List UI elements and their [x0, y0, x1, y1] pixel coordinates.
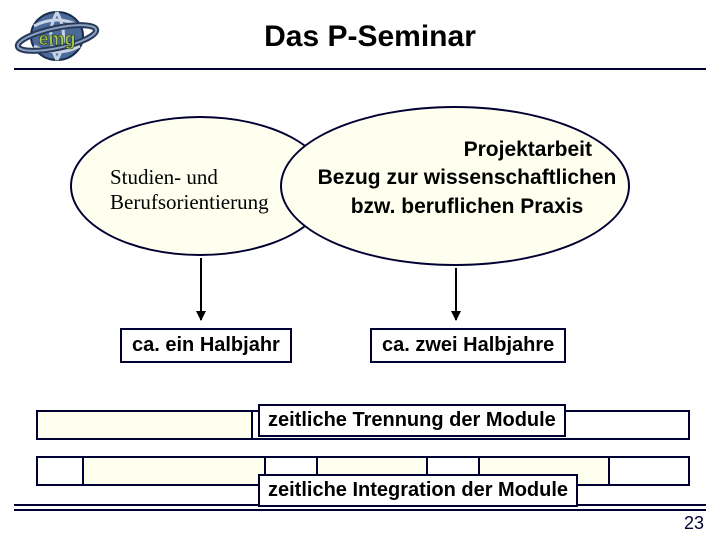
bar-row-1: zeitliche Trennung der Module [36, 410, 690, 440]
page-number: 23 [684, 513, 704, 534]
diagram-area: Studien- und Berufsorientierung Projekta… [0, 70, 720, 410]
ellipse-left-line1: Studien- und [110, 165, 218, 189]
duration-left: ca. ein Halbjahr [120, 328, 292, 363]
bar-row-2: zeitliche Integration der Module [36, 456, 690, 486]
svg-text:emg: emg [38, 29, 75, 49]
ellipse-left-label: Studien- und Berufsorientierung [110, 165, 310, 215]
bar-2-label: zeitliche Integration der Module [258, 474, 578, 507]
ellipse-right-label: Projektarbeit Bezug zur wissenschaftlich… [302, 136, 632, 221]
bar-segment [84, 458, 266, 484]
page-title: Das P-Seminar [120, 20, 620, 54]
arrow-right [455, 268, 457, 320]
bars-area: zeitliche Trennung der Module zeitliche … [36, 410, 690, 486]
footer-divider-2 [14, 509, 706, 511]
arrow-left [200, 258, 202, 320]
duration-right: ca. zwei Halbjahre [370, 328, 566, 363]
ellipse-right-line1: Projektarbeit [302, 136, 632, 164]
ellipse-right-line3: bzw. beruflichen Praxis [351, 195, 584, 218]
bar-segment [38, 412, 253, 438]
ellipse-left-line2: Berufsorientierung [110, 190, 269, 214]
ellipse-right-line2: Bezug zur wissenschaftlichen [318, 166, 617, 189]
bar-segment [38, 458, 84, 484]
bar-1-label: zeitliche Trennung der Module [258, 404, 566, 437]
bar-segment [610, 458, 688, 484]
logo: emg [14, 8, 100, 66]
